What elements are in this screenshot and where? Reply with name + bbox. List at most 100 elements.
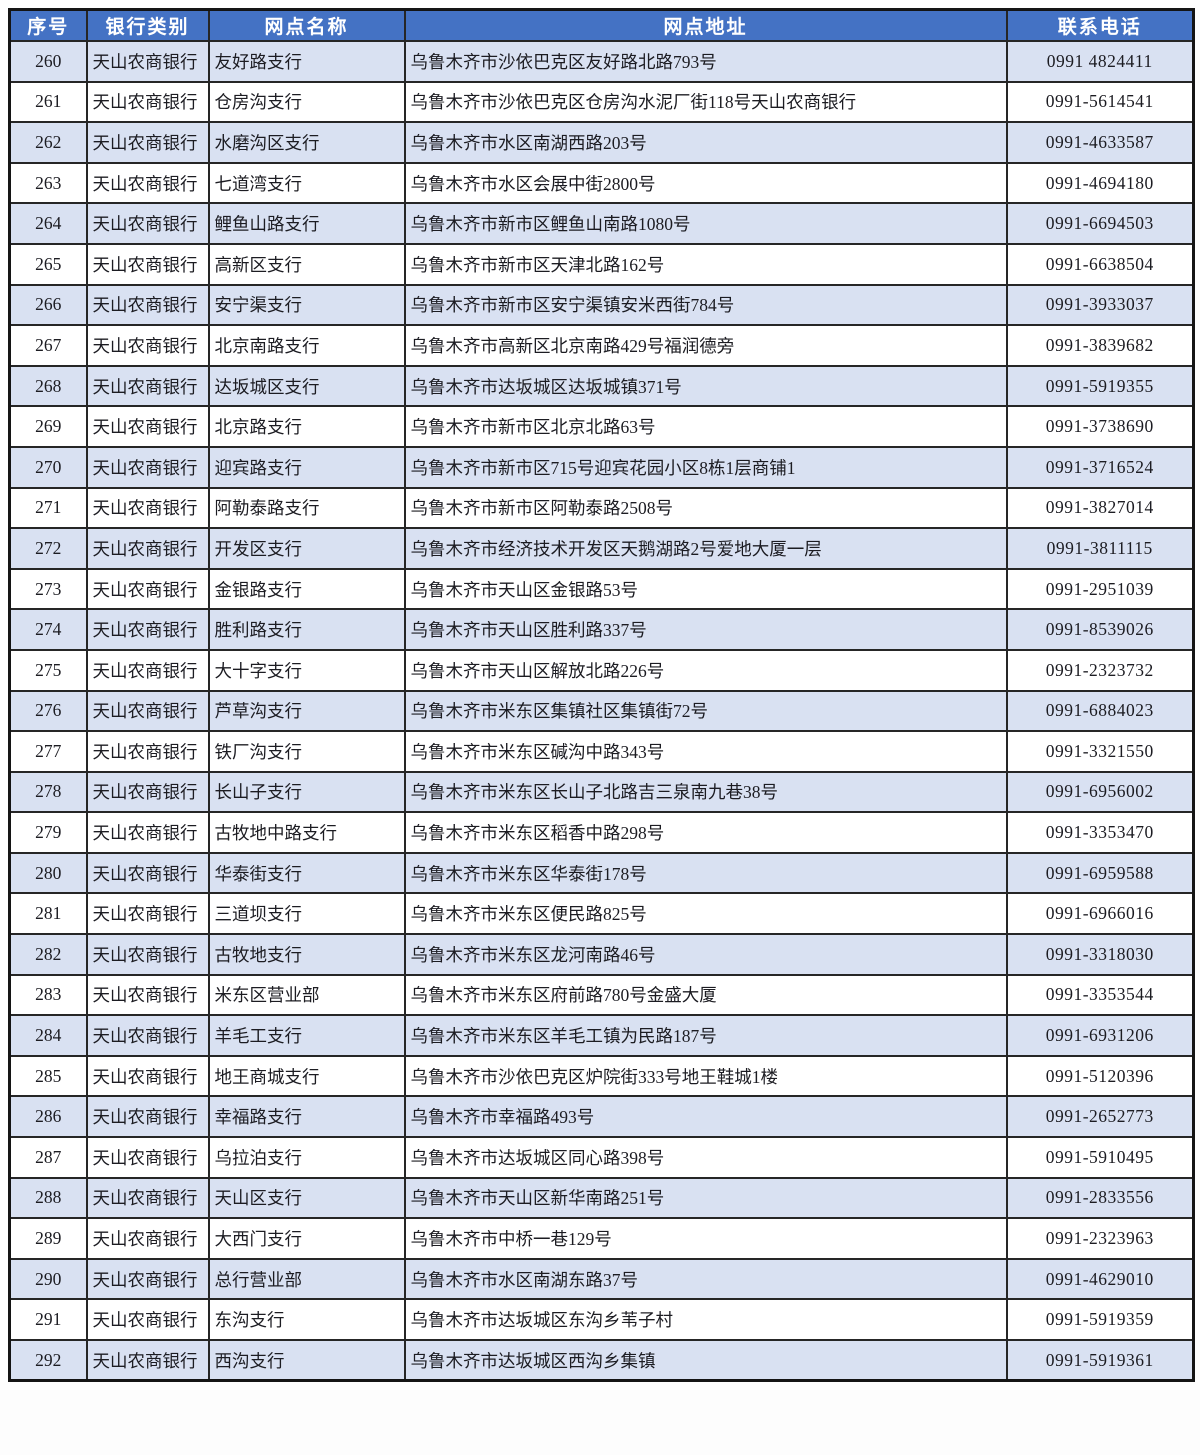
table-row: 267 天山农商银行 北京南路支行 乌鲁木齐市高新区北京南路429号福润德旁 0991-… (8, 324, 1195, 367)
table-row: 289 天山农商银行 大西门支行 乌鲁木齐市中桥一巷129号 0991-2323963 (8, 1217, 1195, 1260)
cell-phone: 0991-2652773 (1005, 1095, 1195, 1139)
cell-branch: 达坂城区支行 (207, 364, 406, 408)
cell-bank: 天山农商银行 (85, 1014, 210, 1057)
cell-branch: 铁厂沟支行 (207, 730, 406, 773)
cell-bank: 天山农商银行 (85, 405, 210, 448)
table-row: 278 天山农商银行 长山子支行 乌鲁木齐市米东区长山子北路吉三泉南九巷38号 0991… (8, 770, 1195, 814)
cell-phone: 0991-5910495 (1005, 1136, 1195, 1179)
column-header-index: 序号 (8, 8, 88, 42)
cell-index: 289 (8, 1217, 88, 1260)
cell-branch: 仓房沟支行 (207, 80, 406, 124)
cell-addr: 乌鲁木齐市水区南湖东路37号 (403, 1257, 1008, 1301)
cell-index: 278 (8, 770, 88, 814)
cell-index: 276 (8, 689, 88, 733)
cell-addr: 乌鲁木齐市天山区金银路53号 (403, 567, 1008, 611)
cell-addr: 乌鲁木齐市米东区长山子北路吉三泉南九巷38号 (403, 770, 1008, 814)
cell-bank: 天山农商银行 (85, 242, 210, 286)
cell-branch: 总行营业部 (207, 1257, 406, 1301)
cell-phone: 0991-8539026 (1005, 608, 1195, 651)
cell-phone: 0991-6956002 (1005, 770, 1195, 814)
column-header-phone: 联系电话 (1005, 8, 1195, 42)
cell-addr: 乌鲁木齐市米东区龙河南路46号 (403, 933, 1008, 976)
cell-phone: 0991-5919359 (1005, 1298, 1195, 1341)
cell-addr: 乌鲁木齐市水区会展中街2800号 (403, 161, 1008, 205)
cell-addr: 乌鲁木齐市水区南湖西路203号 (403, 121, 1008, 164)
cell-index: 274 (8, 608, 88, 651)
cell-index: 262 (8, 121, 88, 164)
cell-phone: 0991-4633587 (1005, 121, 1195, 164)
table-row: 261 天山农商银行 仓房沟支行 乌鲁木齐市沙依巴克区仓房沟水泥厂街118号天山农商银… (8, 80, 1195, 124)
column-header-branch: 网点名称 (207, 8, 406, 42)
cell-branch: 阿勒泰路支行 (207, 486, 406, 530)
cell-index: 288 (8, 1176, 88, 1220)
cell-addr: 乌鲁木齐市达坂城区西沟乡集镇 (403, 1339, 1008, 1382)
cell-branch: 地王商城支行 (207, 1054, 406, 1098)
table-row: 266 天山农商银行 安宁渠支行 乌鲁木齐市新市区安宁渠镇安米西街784号 0991-3… (8, 283, 1195, 327)
cell-index: 280 (8, 851, 88, 895)
table-row: 279 天山农商银行 古牧地中路支行 乌鲁木齐市米东区稻香中路298号 0991-335… (8, 811, 1195, 854)
cell-index: 279 (8, 811, 88, 854)
table-row: 265 天山农商银行 高新区支行 乌鲁木齐市新市区天津北路162号 0991-66385… (8, 242, 1195, 286)
cell-branch: 高新区支行 (207, 242, 406, 286)
cell-phone: 0991-3353544 (1005, 973, 1195, 1017)
cell-index: 260 (8, 40, 88, 83)
cell-bank: 天山农商银行 (85, 527, 210, 570)
column-header-addr: 网点地址 (403, 8, 1008, 42)
table-row: 290 天山农商银行 总行营业部 乌鲁木齐市水区南湖东路37号 0991-4629010 (8, 1257, 1195, 1301)
cell-phone: 0991-6966016 (1005, 892, 1195, 936)
cell-branch: 天山区支行 (207, 1176, 406, 1220)
cell-addr: 乌鲁木齐市沙依巴克区炉院街333号地王鞋城1楼 (403, 1054, 1008, 1098)
cell-addr: 乌鲁木齐市天山区解放北路226号 (403, 648, 1008, 692)
cell-index: 275 (8, 648, 88, 692)
table-row: 283 天山农商银行 米东区营业部 乌鲁木齐市米东区府前路780号金盛大厦 0991-3… (8, 973, 1195, 1017)
cell-branch: 北京路支行 (207, 405, 406, 448)
cell-bank: 天山农商银行 (85, 121, 210, 164)
cell-bank: 天山农商银行 (85, 1176, 210, 1220)
cell-addr: 乌鲁木齐市新市区鲤鱼山南路1080号 (403, 202, 1008, 245)
table-row: 273 天山农商银行 金银路支行 乌鲁木齐市天山区金银路53号 0991-2951039 (8, 567, 1195, 611)
cell-bank: 天山农商银行 (85, 80, 210, 124)
cell-addr: 乌鲁木齐市达坂城区达坂城镇371号 (403, 364, 1008, 408)
cell-phone: 0991-5919355 (1005, 364, 1195, 408)
cell-index: 268 (8, 364, 88, 408)
cell-addr: 乌鲁木齐市经济技术开发区天鹅湖路2号爱地大厦一层 (403, 527, 1008, 570)
cell-addr: 乌鲁木齐市米东区便民路825号 (403, 892, 1008, 936)
cell-bank: 天山农商银行 (85, 1298, 210, 1341)
cell-branch: 乌拉泊支行 (207, 1136, 406, 1179)
cell-bank: 天山农商银行 (85, 689, 210, 733)
cell-addr: 乌鲁木齐市新市区北京北路63号 (403, 405, 1008, 448)
table-row: 268 天山农商银行 达坂城区支行 乌鲁木齐市达坂城区达坂城镇371号 0991-591… (8, 364, 1195, 408)
cell-addr: 乌鲁木齐市中桥一巷129号 (403, 1217, 1008, 1260)
cell-addr: 乌鲁木齐市米东区碱沟中路343号 (403, 730, 1008, 773)
cell-phone: 0991-3716524 (1005, 445, 1195, 489)
cell-index: 267 (8, 324, 88, 367)
cell-phone: 0991-6959588 (1005, 851, 1195, 895)
cell-index: 263 (8, 161, 88, 205)
table-row: 287 天山农商银行 乌拉泊支行 乌鲁木齐市达坂城区同心路398号 0991-59104… (8, 1136, 1195, 1179)
cell-branch: 三道坝支行 (207, 892, 406, 936)
table-row: 263 天山农商银行 七道湾支行 乌鲁木齐市水区会展中街2800号 0991-46941… (8, 161, 1195, 205)
cell-phone: 0991-6931206 (1005, 1014, 1195, 1057)
cell-phone: 0991-3318030 (1005, 933, 1195, 976)
column-header-bank: 银行类别 (85, 8, 210, 42)
cell-branch: 北京南路支行 (207, 324, 406, 367)
cell-addr: 乌鲁木齐市达坂城区东沟乡苇子村 (403, 1298, 1008, 1341)
cell-bank: 天山农商银行 (85, 730, 210, 773)
table-row: 291 天山农商银行 东沟支行 乌鲁木齐市达坂城区东沟乡苇子村 0991-5919359 (8, 1298, 1195, 1341)
cell-bank: 天山农商银行 (85, 1217, 210, 1260)
cell-addr: 乌鲁木齐市天山区新华南路251号 (403, 1176, 1008, 1220)
cell-branch: 金银路支行 (207, 567, 406, 611)
cell-bank: 天山农商银行 (85, 1257, 210, 1301)
table-row: 280 天山农商银行 华泰街支行 乌鲁木齐市米东区华泰街178号 0991-695958… (8, 851, 1195, 895)
cell-phone: 0991-3933037 (1005, 283, 1195, 327)
cell-bank: 天山农商银行 (85, 202, 210, 245)
cell-phone: 0991-2323732 (1005, 648, 1195, 692)
cell-phone: 0991-4694180 (1005, 161, 1195, 205)
cell-branch: 幸福路支行 (207, 1095, 406, 1139)
table-row: 288 天山农商银行 天山区支行 乌鲁木齐市天山区新华南路251号 0991-28335… (8, 1176, 1195, 1220)
cell-addr: 乌鲁木齐市米东区府前路780号金盛大厦 (403, 973, 1008, 1017)
cell-index: 281 (8, 892, 88, 936)
cell-addr: 乌鲁木齐市米东区羊毛工镇为民路187号 (403, 1014, 1008, 1057)
bank-branch-table: 序号 银行类别 网点名称 网点地址 联系电话 260 天山农商银行 友好路支行 乌鲁木齐市沙依… (8, 8, 1195, 1383)
cell-bank: 天山农商银行 (85, 324, 210, 367)
